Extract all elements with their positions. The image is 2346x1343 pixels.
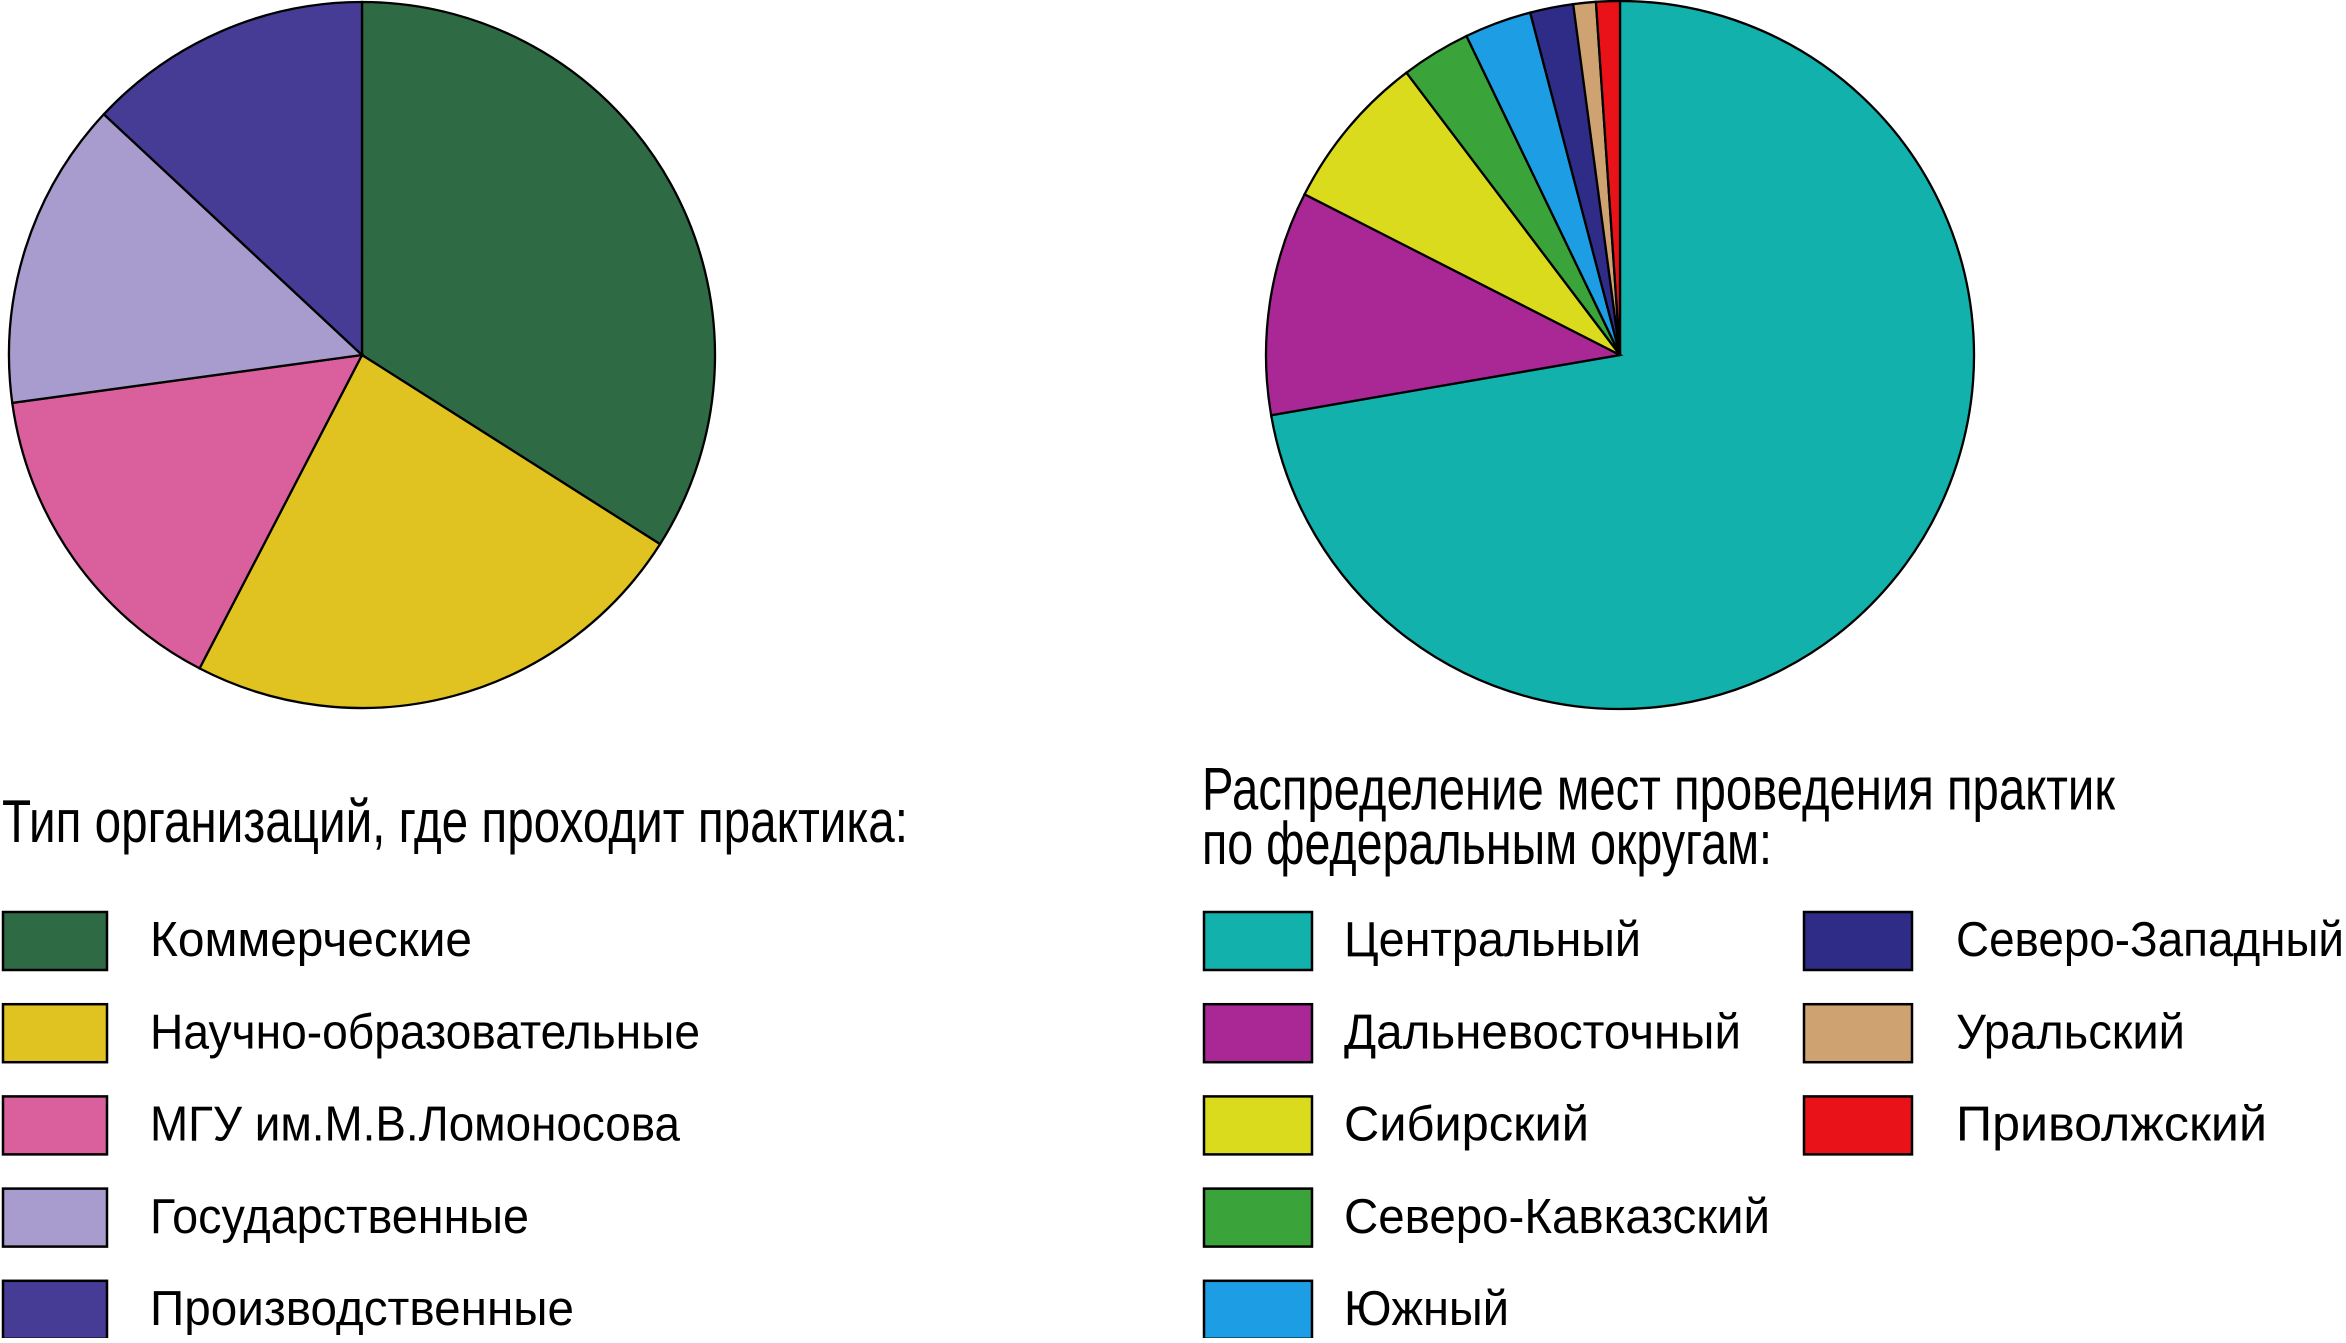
svg-text:Коммерческие: Коммерческие bbox=[150, 913, 472, 967]
svg-text:Северо-Кавказский: Северо-Кавказский bbox=[1344, 1190, 1770, 1244]
svg-text:Тип организаций, где проходит: Тип организаций, где проходит практика: bbox=[2, 788, 908, 855]
svg-text:Центральный: Центральный bbox=[1344, 913, 1641, 967]
svg-text:Дальневосточный: Дальневосточный bbox=[1344, 1005, 1741, 1059]
svg-text:Приволжский: Приволжский bbox=[1956, 1098, 2267, 1152]
svg-text:Северо-Западный: Северо-Западный bbox=[1956, 913, 2344, 967]
svg-text:Распределение мест проведения: Распределение мест проведения практик bbox=[1202, 756, 2116, 823]
svg-text:Государственные: Государственные bbox=[150, 1190, 529, 1244]
svg-text:Сибирский: Сибирский bbox=[1344, 1098, 1589, 1152]
svg-text:Производственные: Производственные bbox=[150, 1282, 574, 1336]
svg-text:МГУ им.М.В.Ломоносова: МГУ им.М.В.Ломоносова bbox=[150, 1098, 681, 1152]
svg-text:Уральский: Уральский bbox=[1956, 1005, 2185, 1059]
svg-text:Южный: Южный bbox=[1344, 1282, 1509, 1336]
svg-text:по федеральным округам:: по федеральным округам: bbox=[1202, 810, 1772, 877]
svg-text:Научно-образовательные: Научно-образовательные bbox=[150, 1005, 700, 1059]
